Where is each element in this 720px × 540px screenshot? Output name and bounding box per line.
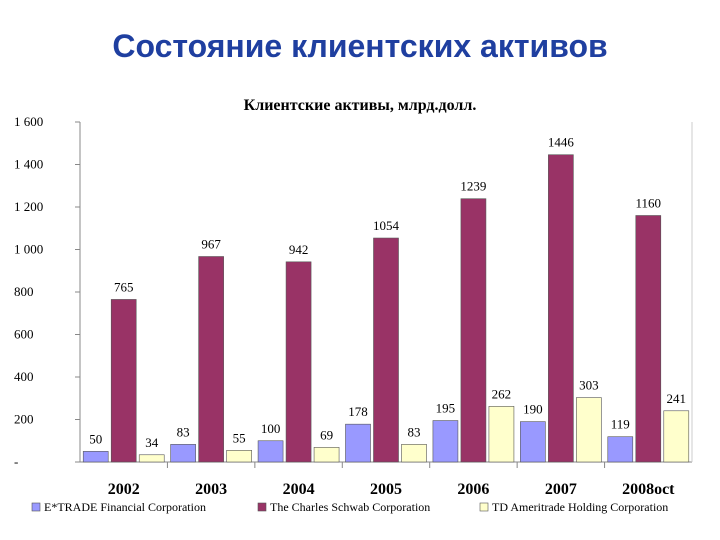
bar-ameritrade (226, 450, 252, 463)
data-label: 83 (177, 424, 190, 439)
legend-label: E*TRADE Financial Corporation (44, 500, 206, 514)
bar-ameritrade (313, 447, 340, 463)
data-label: 765 (114, 279, 134, 294)
legend-swatch (257, 502, 267, 512)
y-tick-label: - (14, 454, 18, 469)
data-label: 262 (492, 386, 512, 401)
x-category-label: 2006 (457, 481, 489, 498)
data-label: 195 (436, 401, 456, 416)
chart-title: Клиентские активы, млрд.долл. (244, 97, 477, 114)
bar-ameritrade (576, 397, 602, 463)
data-label: 303 (579, 378, 599, 393)
bar-ameritrade (663, 410, 690, 463)
data-label: 178 (348, 404, 368, 419)
bar-schwab (285, 261, 312, 463)
x-category-label: 2007 (545, 481, 577, 498)
data-label: 241 (667, 391, 687, 406)
x-category-label: 2008oct (622, 481, 675, 498)
bar-ameritrade (488, 406, 515, 463)
bar-etrade (345, 423, 371, 463)
bar-schwab (635, 215, 662, 463)
bar-ameritrade (401, 444, 427, 463)
legend-label: The Charles Schwab Corporation (270, 500, 430, 514)
chart-data-labels: 50 83 100 178 195 190 119 765 967 942 1054 1239 1446… (89, 135, 686, 450)
data-label: 55 (233, 430, 246, 445)
bar-schwab (460, 198, 487, 463)
data-label: 942 (289, 242, 309, 257)
y-tick-label: 1 600 (14, 114, 43, 129)
y-tick-label: 800 (14, 284, 34, 299)
slide-title: Состояние клиентских активов (112, 28, 608, 64)
y-tick-label: 1 400 (14, 157, 43, 172)
legend-label: TD Ameritrade Holding Corporation (492, 500, 668, 514)
chart-legend: E*TRADE Financial Corporation The Charles… (31, 500, 668, 514)
bar-schwab (373, 237, 399, 463)
bar-etrade (82, 451, 109, 463)
y-tick-label: 200 (14, 412, 34, 427)
y-tick-label: 1 200 (14, 199, 43, 214)
data-label: 50 (89, 431, 102, 446)
bar-schwab (548, 154, 574, 463)
chart-axes: - 200 400 600 800 1 000 1 200 1 400 1 600 2002 200… (14, 114, 693, 498)
data-label: 119 (611, 417, 630, 432)
data-label: 83 (408, 424, 421, 439)
y-tick-label: 1 000 (14, 242, 43, 257)
data-label: 1054 (373, 218, 400, 233)
data-label: 100 (261, 421, 281, 436)
x-category-label: 2002 (108, 481, 140, 498)
data-label: 34 (145, 435, 159, 450)
y-tick-label: 400 (14, 369, 34, 384)
data-label: 1160 (636, 196, 662, 211)
chart-bars (82, 154, 690, 463)
legend-swatch (31, 502, 41, 512)
bar-etrade (257, 440, 284, 463)
bar-schwab (198, 256, 224, 463)
data-label: 967 (201, 237, 221, 252)
data-label: 1446 (548, 135, 575, 150)
x-category-label: 2004 (283, 481, 315, 498)
bar-etrade (432, 420, 459, 463)
bar-etrade (607, 436, 634, 463)
data-label: 1239 (460, 179, 486, 194)
legend-swatch (479, 502, 489, 512)
data-label: 69 (320, 427, 333, 442)
x-category-label: 2005 (370, 481, 402, 498)
y-tick-label: 600 (14, 327, 34, 342)
bar-schwab (110, 299, 137, 463)
data-label: 190 (523, 402, 543, 417)
x-category-label: 2003 (195, 481, 227, 498)
bar-etrade (170, 444, 196, 463)
bar-ameritrade (138, 454, 165, 463)
bar-etrade (520, 421, 546, 463)
